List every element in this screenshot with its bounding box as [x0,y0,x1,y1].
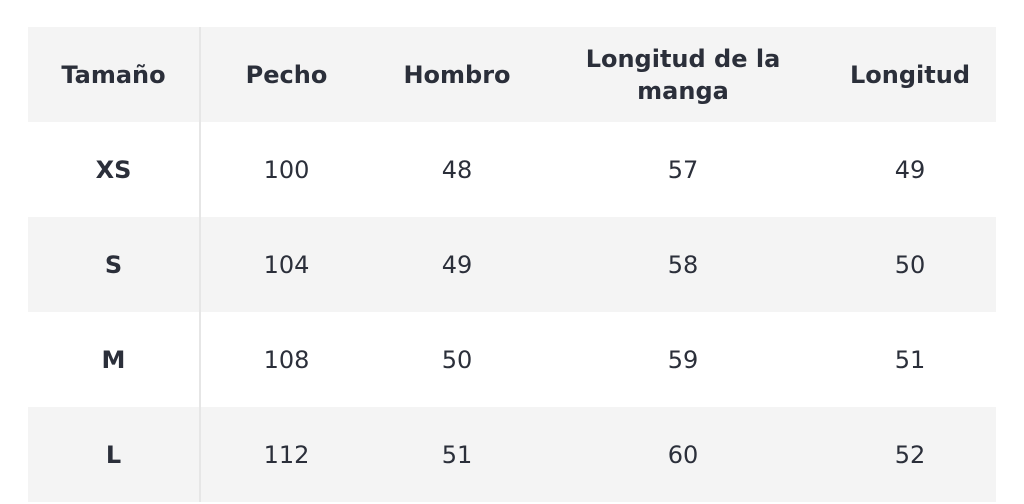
size-cell: L [28,407,201,502]
table-body: XS 100 48 57 49 S 104 49 58 50 M 108 50 59 51 L 112 51 60 5… [28,122,996,502]
value-cell: 58 [667,250,699,279]
header-cell: Tamaño [28,27,201,122]
value-cell: 51 [894,345,926,374]
value-cell: 48 [441,155,473,184]
size-table: Tamaño Pecho Hombro Longitud de la manga Lon… [28,27,997,502]
size-cell: S [28,217,201,312]
table-row: XS 100 48 57 49 [28,122,996,217]
size-cell: XS [28,122,201,217]
header-cell: Longitud [849,60,970,89]
value-cell: 108 [263,345,310,374]
value-cell: 100 [263,155,310,184]
table-row: M 108 50 59 51 [28,312,996,407]
table-row: S 104 49 58 50 [28,217,996,312]
value-cell: 57 [667,155,699,184]
table-row: L 112 51 60 52 [28,407,996,502]
value-cell: 50 [894,250,926,279]
value-cell: 49 [441,250,473,279]
value-cell: 59 [667,345,699,374]
header-cell: Pecho [245,60,328,89]
value-cell: 60 [667,440,699,469]
value-cell: 104 [263,250,310,279]
value-cell: 50 [441,345,473,374]
header-row: Tamaño Pecho Hombro Longitud de la manga Lon… [28,27,996,122]
value-cell: 51 [441,440,473,469]
value-cell: 49 [894,155,926,184]
size-cell: M [28,312,201,407]
header-cell: Longitud de la manga [585,44,781,105]
value-cell: 112 [263,440,310,469]
value-cell: 52 [894,440,926,469]
header-cell: Hombro [403,60,511,89]
